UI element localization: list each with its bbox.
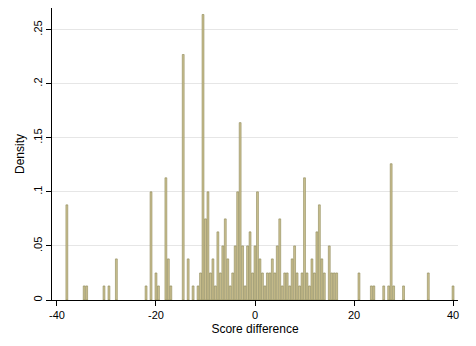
svg-text:.25: .25 [32,20,44,35]
svg-text:0: 0 [32,295,44,301]
svg-text:40: 40 [447,309,459,321]
svg-text:Score difference: Score difference [211,322,298,336]
svg-text:20: 20 [348,309,360,321]
svg-text:.2: .2 [32,77,44,86]
svg-text:.1: .1 [32,186,44,195]
svg-text:-40: -40 [49,309,65,321]
svg-text:Density: Density [13,134,27,174]
svg-text:.05: .05 [32,237,44,252]
svg-text:0: 0 [252,309,258,321]
svg-text:.15: .15 [32,128,44,143]
svg-text:-20: -20 [148,309,164,321]
